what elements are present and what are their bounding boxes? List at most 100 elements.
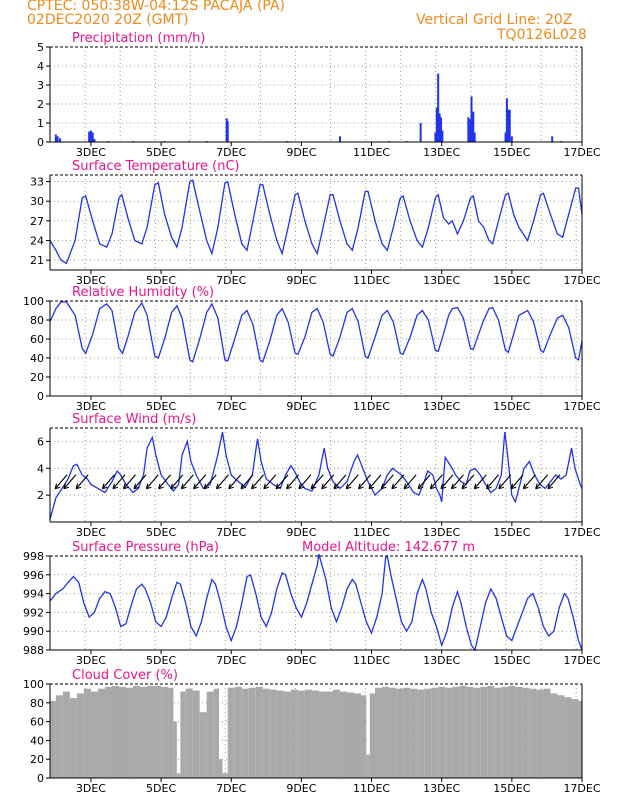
temp-xtick-label: 15DEC [493,274,530,287]
cloud-bar [227,687,235,778]
wind-arrow [473,474,487,490]
cloud-bar [83,688,91,778]
cloud-bar [571,699,579,778]
precip-xtick-label: 11DEC [353,146,390,159]
cloud-bar [536,689,544,778]
cloud-bar [180,691,186,778]
wind-arrow [403,474,417,490]
wind-arrow [158,474,172,490]
cloud-bar [494,687,502,778]
cloud-bar [118,686,127,778]
cloud-xtick-label: 15DEC [493,782,530,795]
wind-arrow [368,474,382,490]
wind-xtick-label: 5DEC [146,526,176,539]
cloud-bar [218,759,223,778]
station-header: CPTEC: 050:38W-04:12S PACAJA (PA) [27,0,286,14]
wind-arrow [345,474,359,490]
wind-arrow [333,474,347,490]
cloud-ytick-label: 60 [30,716,44,729]
precip-bar [437,73,440,142]
wind-arrow [133,474,147,490]
precip-bar [438,113,441,142]
run-date: 02DEC2020 20Z (GMT) [27,12,189,28]
precip-bar [434,132,437,142]
temp-xtick-label: 9DEC [286,274,316,287]
wind-arrow [450,474,464,490]
cloud-bar [366,754,370,778]
precip-ytick-label: 1 [37,117,44,130]
cloud-bar [55,695,63,778]
cloud-bar [508,685,516,778]
temp-ytick-label: 30 [30,195,44,208]
cloud-xtick-label: 17DEC [563,782,600,795]
wind-arrow [122,474,136,490]
wind-arrow [193,474,207,490]
precip-ytick-label: 5 [37,41,44,54]
pressure-xtick-label: 13DEC [423,654,460,667]
pressure-xtick-label: 7DEC [216,654,246,667]
rh-xtick-label: 7DEC [216,400,246,413]
cloud-xtick-label: 13DEC [423,782,460,795]
cloud-bar [276,690,284,778]
precip-bar [93,139,96,142]
cloud-bar [311,690,319,778]
precip-ytick-label: 3 [37,79,44,92]
temp-xtick-label: 17DEC [563,274,600,287]
precip-bar [435,107,438,142]
rh-xtick-label: 15DEC [493,400,530,413]
wind-arrow [63,474,77,490]
cloud-ytick-label: 80 [30,697,44,710]
wind-arrow [298,474,312,490]
cloud-bar [410,688,418,778]
wind-arrow [54,474,68,490]
cloud-ytick-label: 100 [23,678,44,691]
precip-bar [508,109,511,142]
wind-arrow [145,474,159,490]
wind-arrow [112,474,126,490]
cloud-bar [269,689,277,778]
rh-ytick-label: 60 [30,333,44,346]
cloud-bar [578,700,582,778]
precip-xtick-label: 7DEC [216,146,246,159]
wind-arrow [310,474,324,490]
cloud-ytick-label: 20 [30,753,44,766]
precip-xtick-label: 3DEC [76,146,106,159]
cloud-bar [473,687,481,778]
cloud-ytick-label: 0 [37,772,44,785]
rh-title: Relative Humidity (%) [72,285,214,300]
wind-ytick-label: 2 [37,489,44,502]
rh-ytick-label: 0 [37,390,44,403]
precip-bar [507,109,510,142]
wind-arrow [251,474,264,490]
wind-arrow [170,474,184,490]
cloud-bar [431,687,439,778]
cloud-bar [62,691,70,778]
pressure-ytick-label: 990 [23,625,44,638]
cloud-bar [346,692,355,778]
temp-line [49,179,583,265]
cloud-bar [104,686,112,778]
wind-arrow [228,474,242,490]
precip-bar [505,98,508,142]
wind-arrow [429,474,443,490]
precip-bar [468,119,471,142]
pressure-ytick-label: 996 [23,569,44,582]
cloud-bar [76,693,84,778]
precip-xtick-label: 13DEC [423,146,460,159]
cloud-ytick-label: 40 [30,734,44,747]
precip-bar [470,96,473,142]
pressure-xtick-label: 17DEC [563,654,600,667]
vertical-grid-note: Vertical Grid Line: 20Z [416,12,573,28]
cloud-bar [69,698,77,778]
cloud-bar [173,721,177,778]
wind-xtick-label: 7DEC [216,526,246,539]
cloud-bar [564,697,572,778]
precip-xtick-label: 9DEC [286,146,316,159]
precip-bar [510,136,513,142]
cloud-title: Cloud Cover (%) [72,668,178,683]
pressure-xtick-label: 5DEC [146,654,176,667]
precip-bar [89,130,92,142]
wind-arrow [286,474,300,490]
cloud-bar [290,689,298,778]
cloud-bar [262,688,270,778]
